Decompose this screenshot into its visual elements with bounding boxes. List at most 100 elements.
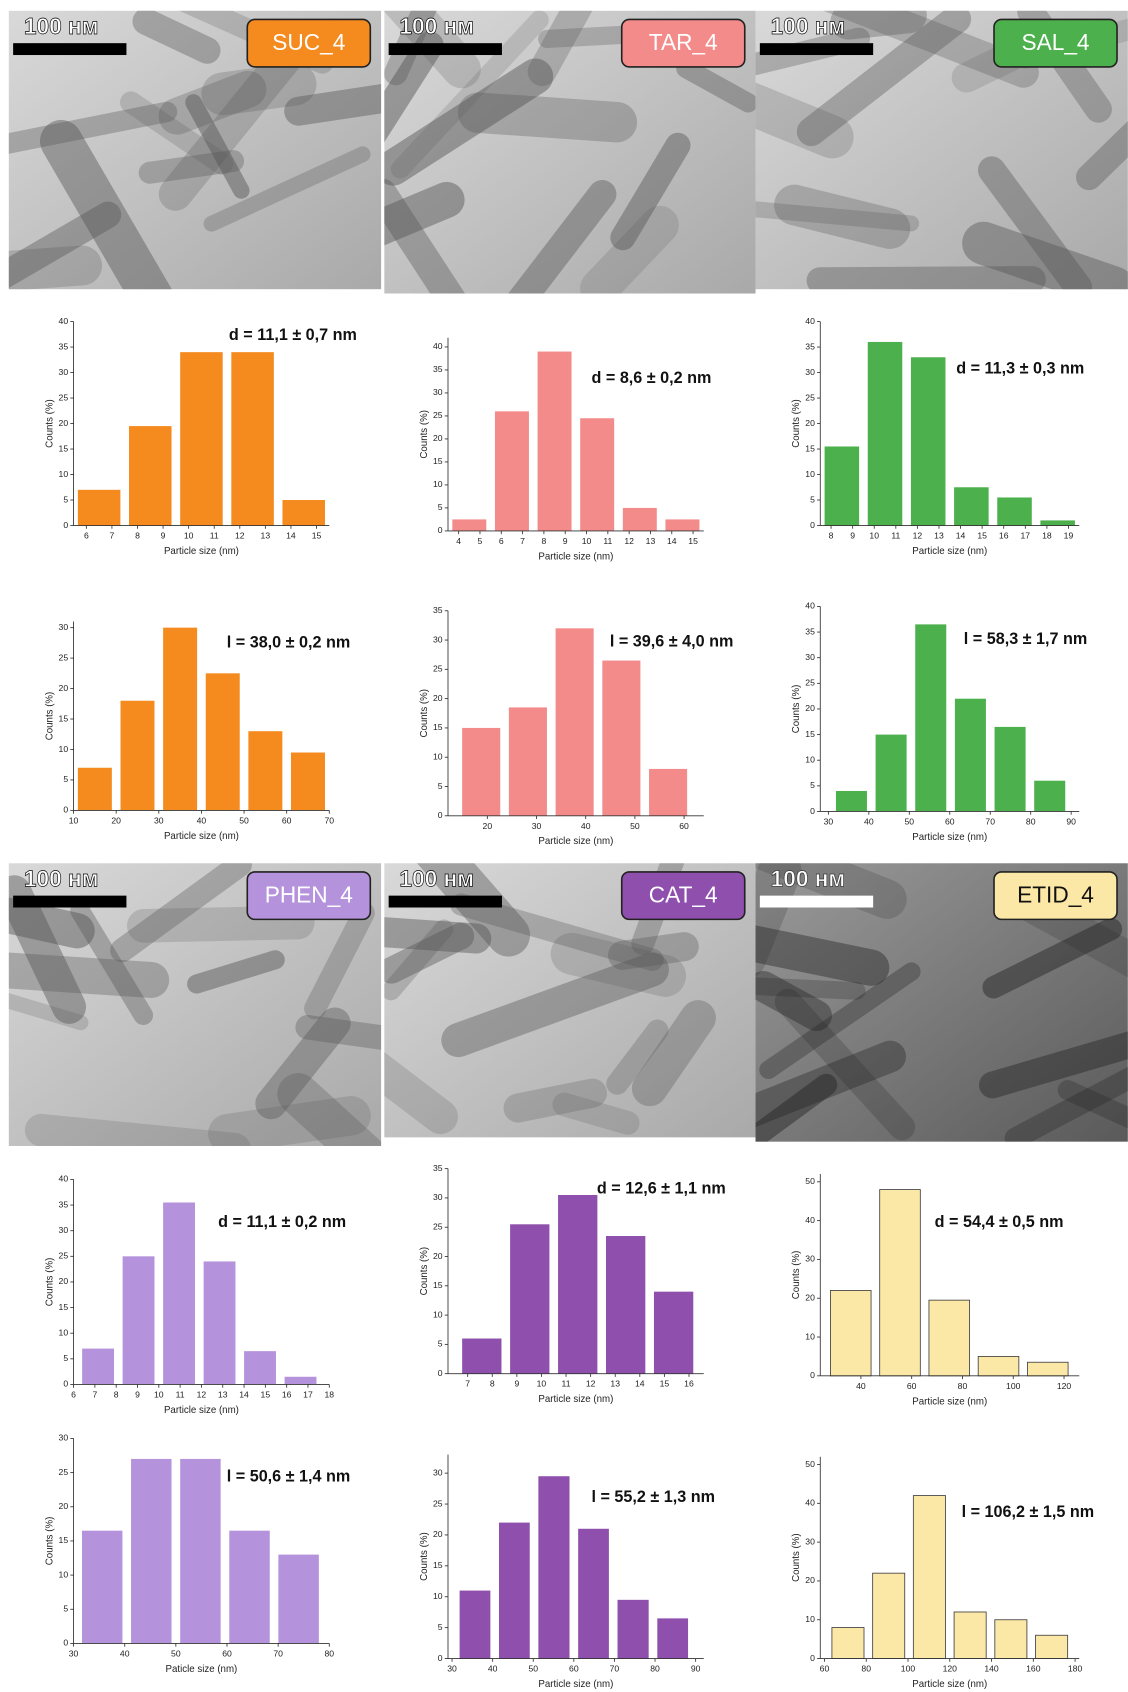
x-tick-label: 13 <box>646 536 656 546</box>
bar <box>78 768 112 811</box>
x-tick-label: 13 <box>261 531 271 541</box>
y-axis-label: Counts (%) <box>419 1247 430 1296</box>
x-tick-label: 9 <box>850 531 855 541</box>
y-tick-label: 30 <box>805 652 815 662</box>
x-tick-label: 40 <box>581 821 591 831</box>
bar <box>510 1224 549 1373</box>
bar <box>997 497 1032 525</box>
y-tick-label: 10 <box>59 744 69 754</box>
x-tick-label: 15 <box>660 1379 670 1389</box>
x-tick-label: 160 <box>1026 1664 1041 1674</box>
bar <box>915 624 946 811</box>
sample-label: TAR_4 <box>649 29 718 55</box>
figure: 100 нмSUC_4100 нмTAR_4100 нмSAL_4100 нмP… <box>0 0 1128 1692</box>
bar <box>825 446 860 525</box>
x-tick-label: 11 <box>562 1379 571 1389</box>
x-tick-label: 80 <box>1026 817 1036 827</box>
bar <box>836 791 867 812</box>
y-tick-label: 25 <box>433 410 443 420</box>
y-tick-label: 10 <box>433 751 443 761</box>
y-axis-label: Counts (%) <box>791 1251 802 1300</box>
x-tick-label: 30 <box>824 817 834 827</box>
y-tick-label: 30 <box>59 1433 69 1443</box>
x-tick-label: 20 <box>111 815 121 825</box>
annotation: d = 11,1 ± 0,7 nm <box>229 326 357 344</box>
y-tick-label: 30 <box>805 367 815 377</box>
y-tick-label: 15 <box>433 1280 443 1290</box>
bar <box>913 1496 945 1659</box>
y-tick-label: 20 <box>805 703 815 713</box>
bar <box>618 1600 649 1659</box>
x-tick-label: 16 <box>282 1390 292 1400</box>
x-tick-label: 18 <box>1042 531 1052 541</box>
y-tick-label: 10 <box>59 1569 69 1579</box>
y-tick-label: 0 <box>438 525 443 535</box>
bar <box>873 1573 905 1658</box>
y-tick-label: 15 <box>433 722 443 732</box>
x-tick-label: 11 <box>210 531 219 541</box>
y-tick-label: 20 <box>433 433 443 443</box>
x-tick-label: 90 <box>691 1664 701 1674</box>
bar <box>830 1290 871 1375</box>
x-tick-label: 12 <box>913 531 923 541</box>
x-tick-label: 60 <box>282 815 292 825</box>
y-tick-label: 30 <box>433 1192 443 1202</box>
bar <box>995 727 1026 812</box>
x-tick-label: 7 <box>465 1379 470 1389</box>
x-tick-label: 9 <box>135 1390 140 1400</box>
x-tick-label: 70 <box>985 817 995 827</box>
y-tick-label: 10 <box>805 1331 815 1341</box>
sample-label: CAT_4 <box>649 882 718 908</box>
y-tick-label: 20 <box>59 683 69 693</box>
x-tick-label: 13 <box>218 1390 228 1400</box>
bar <box>206 673 240 810</box>
tem-image: 100 нмPHEN_4 <box>0 848 440 1198</box>
y-tick-label: 10 <box>433 1591 443 1601</box>
annotation: l = 38,0 ± 0,2 nm <box>227 633 351 651</box>
x-tick-label: 11 <box>176 1390 185 1400</box>
bar <box>282 500 325 525</box>
y-tick-label: 0 <box>63 520 68 530</box>
x-tick-label: 8 <box>829 531 834 541</box>
y-tick-label: 5 <box>63 1353 68 1363</box>
x-tick-label: 100 <box>1006 1381 1021 1391</box>
y-tick-label: 30 <box>59 367 69 377</box>
annotation: l = 55,2 ± 1,3 nm <box>592 1488 715 1506</box>
bar <box>1040 520 1075 525</box>
x-tick-label: 17 <box>303 1390 313 1400</box>
x-axis-label: Paticle size (nm) <box>166 1664 238 1675</box>
y-tick-label: 25 <box>59 1467 69 1477</box>
bar <box>665 519 699 530</box>
x-tick-label: 16 <box>684 1379 694 1389</box>
histogram: 010203040506080100120140160180Particle s… <box>791 1457 1094 1690</box>
bar <box>495 411 529 531</box>
x-tick-label: 10 <box>154 1390 164 1400</box>
bar <box>649 769 687 816</box>
x-tick-label: 40 <box>120 1649 130 1659</box>
scale-bar-label: 100 нм <box>771 866 846 892</box>
bar <box>876 735 907 812</box>
bar <box>580 418 614 531</box>
x-tick-label: 7 <box>92 1390 97 1400</box>
bar <box>880 1190 921 1376</box>
bar <box>82 1349 114 1385</box>
histogram: 05101520253035406789101112131415161718Pa… <box>44 1174 346 1416</box>
x-axis-label: Particle size (nm) <box>164 831 239 842</box>
x-tick-label: 50 <box>239 815 249 825</box>
x-tick-label: 14 <box>635 1379 645 1389</box>
y-tick-label: 25 <box>433 1222 443 1232</box>
bar <box>1027 1362 1068 1376</box>
x-tick-label: 120 <box>943 1664 958 1674</box>
x-tick-label: 60 <box>569 1664 579 1674</box>
annotation: l = 106,2 ± 1,5 nm <box>962 1503 1094 1521</box>
bar <box>606 1236 645 1374</box>
x-tick-label: 120 <box>1057 1381 1072 1391</box>
y-tick-label: 15 <box>433 456 443 466</box>
x-axis-label: Particle size (nm) <box>912 1396 987 1407</box>
x-tick-label: 15 <box>977 531 987 541</box>
y-axis-label: Counts (%) <box>791 685 802 734</box>
y-tick-label: 5 <box>810 494 815 504</box>
y-tick-label: 50 <box>805 1176 815 1186</box>
